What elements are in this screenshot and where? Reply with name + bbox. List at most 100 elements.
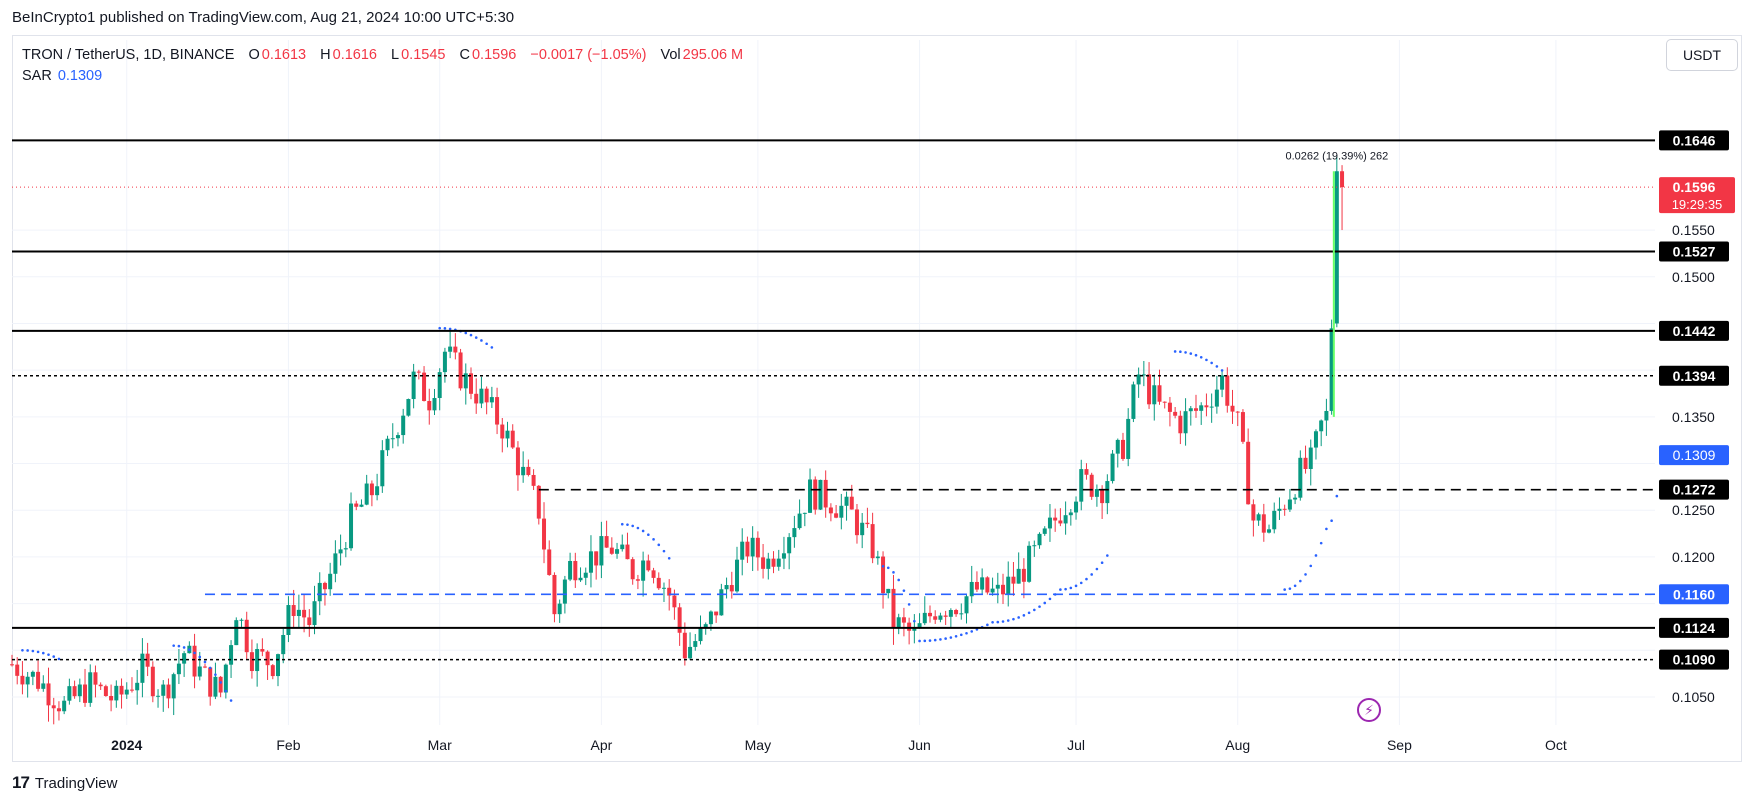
countdown-label: 19:29:35 bbox=[1672, 197, 1723, 212]
ohlc-legend-row: TRON / TetherUS, 1D, BINANCE O 0.1613 H 0.… bbox=[22, 45, 753, 66]
sar-dot bbox=[631, 524, 634, 528]
sar-dot bbox=[1106, 554, 1109, 557]
candle-body bbox=[489, 397, 494, 403]
x-tick-label: Mar bbox=[428, 737, 452, 753]
candle-body bbox=[1120, 439, 1125, 459]
y-tick-label: 0.1200 bbox=[1672, 549, 1715, 565]
sar-dot bbox=[996, 620, 1000, 624]
sar-dot bbox=[1335, 494, 1339, 498]
candle-body bbox=[990, 588, 995, 593]
candle-body bbox=[938, 615, 943, 620]
symbol-title[interactable]: TRON / TetherUS, 1D, BINANCE bbox=[22, 47, 235, 63]
currency-button[interactable]: USDT bbox=[1666, 39, 1738, 71]
candle-body bbox=[521, 466, 526, 476]
candle-body bbox=[1021, 568, 1026, 582]
published-caption: BeInCrypto1 published on TradingView.com… bbox=[12, 9, 515, 26]
flash-event-icon[interactable]: ⚡ bbox=[1357, 698, 1381, 722]
last-price-tag bbox=[1659, 177, 1735, 214]
sar-dot bbox=[490, 346, 494, 349]
candle-body bbox=[604, 536, 609, 548]
candle-body bbox=[531, 474, 536, 486]
candle-body bbox=[390, 438, 395, 440]
candle-body bbox=[500, 424, 505, 439]
chart-grid bbox=[12, 40, 1655, 725]
x-tick-label: Sep bbox=[1387, 737, 1412, 753]
candle-body bbox=[239, 619, 244, 621]
candle-body bbox=[291, 605, 296, 617]
candle-body bbox=[1105, 481, 1110, 504]
tradingview-brand[interactable]: 17 TradingView bbox=[12, 773, 117, 793]
candle-body bbox=[849, 496, 854, 510]
sar-dot bbox=[1069, 586, 1073, 590]
candle-body bbox=[1319, 420, 1324, 432]
candle-body bbox=[46, 683, 51, 706]
candle-body bbox=[98, 684, 103, 687]
candle-body bbox=[1173, 411, 1178, 416]
candle-body bbox=[171, 674, 176, 699]
candle-body bbox=[552, 574, 557, 615]
candle-body bbox=[395, 435, 400, 439]
candle-body bbox=[197, 666, 202, 677]
candle-body bbox=[119, 685, 124, 695]
sar-dot bbox=[1100, 561, 1104, 565]
candle-body bbox=[771, 558, 776, 567]
candle-body bbox=[234, 620, 239, 646]
candle-body bbox=[818, 479, 823, 510]
candle-body bbox=[844, 496, 849, 506]
candle-body bbox=[682, 632, 687, 659]
sar-dot bbox=[464, 331, 468, 335]
sar-dot bbox=[1095, 567, 1099, 571]
sar-dot bbox=[652, 538, 655, 541]
candle-body bbox=[166, 684, 171, 699]
candle-body bbox=[912, 628, 917, 631]
candle-body bbox=[1079, 469, 1084, 502]
candle-body bbox=[1016, 568, 1021, 584]
candle-body bbox=[1126, 418, 1131, 459]
sar-dot bbox=[923, 639, 927, 643]
candle-body bbox=[1298, 457, 1303, 498]
candle-body bbox=[150, 666, 155, 697]
candle-body bbox=[557, 603, 562, 615]
candle-body bbox=[1162, 401, 1167, 403]
candle-body bbox=[62, 700, 67, 712]
y-tick-label: 0.1550 bbox=[1672, 222, 1715, 238]
level-tag bbox=[1659, 584, 1729, 605]
sar-dot bbox=[1304, 573, 1307, 576]
levels-layer: 0.1646 0.1527 0.1442 0.1394 0.1272 0.1160 0.11… bbox=[12, 130, 1735, 670]
candle-body bbox=[933, 616, 938, 620]
candle-body bbox=[1324, 410, 1329, 421]
candle-body bbox=[1063, 515, 1068, 524]
candle-body bbox=[1100, 489, 1105, 504]
candle-body bbox=[380, 450, 385, 487]
candle-body bbox=[860, 522, 865, 536]
candle-body bbox=[1287, 499, 1292, 510]
candle-body bbox=[1032, 545, 1037, 547]
sar-layer bbox=[21, 326, 1339, 702]
sar-dot bbox=[886, 566, 890, 570]
candle-body bbox=[641, 560, 646, 581]
level-tag bbox=[1659, 649, 1729, 670]
sar-dot bbox=[1210, 361, 1213, 365]
sar-dot bbox=[1199, 356, 1203, 359]
candle-body bbox=[1240, 412, 1245, 442]
sar-dot bbox=[1299, 579, 1302, 583]
sar-dot bbox=[913, 619, 916, 623]
candle-body bbox=[51, 705, 56, 709]
candle-body bbox=[599, 536, 604, 566]
candle-body bbox=[479, 388, 484, 404]
level-tag-label: 0.1090 bbox=[1673, 652, 1716, 668]
candle-body bbox=[1131, 384, 1136, 419]
candle-body bbox=[474, 393, 479, 404]
candle-body bbox=[1334, 171, 1339, 324]
candle-body bbox=[1340, 171, 1345, 188]
candle-body bbox=[661, 587, 666, 589]
candle-body bbox=[25, 676, 30, 685]
volume-label: Vol bbox=[660, 47, 681, 63]
sar-dot bbox=[485, 342, 488, 346]
level-tag-label: 0.1124 bbox=[1673, 620, 1715, 636]
candle-body bbox=[1058, 520, 1063, 524]
sar-legend-row[interactable]: SAR 0.1309 bbox=[22, 66, 753, 87]
candle-body bbox=[77, 684, 82, 697]
sar-dot bbox=[986, 623, 989, 627]
